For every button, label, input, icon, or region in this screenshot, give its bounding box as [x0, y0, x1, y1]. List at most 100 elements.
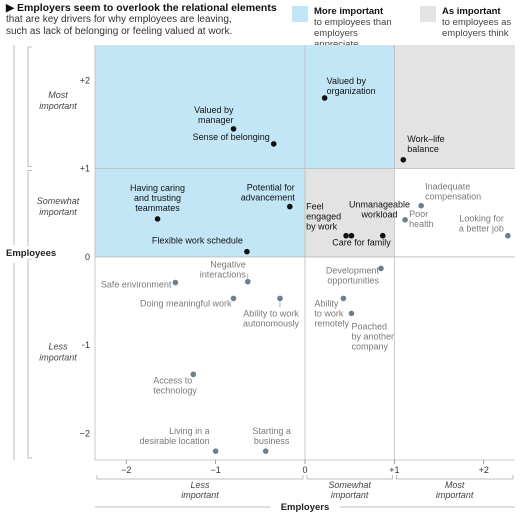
- data-label-18-2: remotely: [314, 318, 349, 328]
- data-label-19-1: by another: [351, 331, 394, 341]
- chart-header: ▶ Employers seem to overlook the relatio…: [6, 2, 286, 38]
- data-label-17-0: Ability to work: [243, 308, 299, 318]
- data-label-5-0: Having caring: [130, 183, 185, 193]
- data-point-14: [172, 279, 179, 286]
- y-tick-label-3: −1: [80, 340, 90, 350]
- data-label-13-1: opportunities: [327, 275, 379, 285]
- data-label-4-1: advancement: [241, 193, 296, 203]
- x-category-bracket-0: [96, 475, 304, 480]
- data-point-18: [340, 295, 347, 302]
- y-category-label-bg-1-0: [32, 194, 82, 206]
- data-point-17: [277, 295, 283, 302]
- legend-line-2: employers appreciate: [314, 28, 359, 50]
- data-point-20: [190, 371, 197, 378]
- legend-line-1: to employees than: [314, 17, 392, 28]
- data-label-3-1: balance: [407, 144, 439, 154]
- data-point-3: [400, 156, 407, 163]
- x-category-label-2-0: Most: [445, 480, 465, 490]
- y-tick-label-4: −2: [80, 429, 90, 439]
- chart-subtitle-line-2: such as lack of belonging or feeling val…: [6, 26, 233, 37]
- x-category-label-0-1: important: [181, 490, 219, 500]
- legend-line-4: employers think: [442, 28, 509, 39]
- x-category-label-0-0: Less: [190, 480, 210, 490]
- x-tick-label-2: 0: [302, 465, 307, 475]
- x-category-label-2-1: important: [436, 490, 474, 500]
- chart-subtitle-line-1: that are key drivers for why employees a…: [6, 14, 232, 25]
- data-point-6: [348, 232, 355, 239]
- legend-item-as-important: As important to employees as employers t…: [420, 6, 518, 39]
- data-point-13: [378, 265, 384, 272]
- data-label-1-1: manager: [198, 115, 234, 125]
- data-label-1-0: Valued by: [194, 105, 234, 115]
- y-category-label-bg-1-1: [32, 205, 82, 217]
- data-label-12-0: Looking for: [459, 214, 504, 224]
- data-label-10-1: compensation: [425, 192, 481, 202]
- x-tick-label-3: +1: [389, 465, 399, 475]
- data-label-18-1: to work: [314, 308, 344, 318]
- data-label-3-0: Work–life: [407, 134, 444, 144]
- legend-bold-as-important: As important: [442, 6, 501, 17]
- data-label-11-0: Poor: [409, 209, 428, 219]
- data-label-7-1: engaged: [306, 212, 341, 222]
- x-category-bracket-2: [395, 475, 514, 480]
- data-label-12-1: a better job: [459, 224, 504, 234]
- legend-text-more-important: More important to employees than employe…: [314, 6, 402, 50]
- data-label-7-0: Feel: [306, 202, 324, 212]
- y-category-label-bg-0-0: [32, 88, 82, 100]
- data-point-1: [230, 126, 237, 132]
- data-label-15-0: Negative: [210, 260, 246, 270]
- x-tick-label-1: −1: [211, 465, 221, 475]
- x-axis-title: Employers: [281, 502, 330, 513]
- data-point-2: [270, 141, 277, 147]
- y-axis-title-bg: [2, 246, 54, 259]
- y-category-bracket-2: [27, 258, 32, 459]
- y-category-label-bg-0-1: [32, 99, 82, 111]
- data-label-14-0: Safe environment: [101, 280, 172, 290]
- data-label-9-0: Flexible work schedule: [152, 236, 243, 246]
- data-label-19-2: company: [351, 341, 388, 351]
- data-label-11-1: health: [409, 219, 434, 229]
- data-point-22: [262, 448, 269, 454]
- data-label-15-1: interactions: [200, 270, 247, 280]
- y-tick-label-1: +1: [80, 164, 90, 174]
- data-label-13-0: Development: [326, 265, 380, 275]
- x-category-label-1-1: important: [331, 490, 369, 500]
- y-category-label-2-1: important: [39, 352, 77, 362]
- data-point-21: [212, 448, 219, 454]
- y-axis-title: Employees: [6, 248, 56, 259]
- legend-text-as-important: As important to employees as employers t…: [442, 6, 511, 39]
- legend-swatch-gray: [420, 6, 436, 22]
- x-category-bracket-1: [306, 475, 393, 480]
- data-label-18-0: Ability: [314, 298, 339, 308]
- y-category-label-2-0: Less: [48, 341, 68, 351]
- data-label-20-1: technology: [153, 385, 197, 395]
- x-category-label-1-0: Somewhat: [328, 480, 371, 490]
- data-label-7-2: by work: [306, 222, 338, 232]
- y-category-bracket-1: [27, 170, 32, 256]
- data-label-16-0: Doing meaningful work: [140, 298, 232, 308]
- y-category-label-0-1: important: [39, 101, 77, 111]
- y-category-label-0-0: Most: [48, 90, 68, 100]
- data-point-16: [230, 295, 237, 302]
- data-label-21-0: Living in a: [169, 426, 210, 436]
- legend-item-more-important: More important to employees than employe…: [292, 6, 402, 50]
- data-label-17-1: autonomously: [243, 318, 300, 328]
- y-category-bracket-0: [27, 46, 32, 168]
- data-point-12: [505, 232, 511, 239]
- data-point-11: [402, 217, 408, 223]
- y-category-label-1-0: Somewhat: [37, 196, 80, 206]
- data-label-5-1: and trusting: [134, 193, 181, 203]
- x-tick-label-4: +2: [479, 465, 489, 475]
- data-label-4-0: Potential for: [247, 183, 295, 193]
- data-point-8: [379, 232, 386, 239]
- shaded-region-2: [394, 45, 515, 169]
- y-category-label-bg-2-0: [32, 340, 82, 352]
- data-label-8-0: Care for family: [332, 238, 391, 248]
- data-label-21-1: desirable location: [140, 436, 210, 446]
- legend-line-3: to employees as: [442, 17, 512, 28]
- legend-bold-more-important: More important: [314, 6, 384, 17]
- data-label-10-0: Inadequate: [425, 182, 470, 192]
- y-tick-label-2: 0: [85, 252, 90, 262]
- data-label-20-0: Access to: [153, 375, 192, 385]
